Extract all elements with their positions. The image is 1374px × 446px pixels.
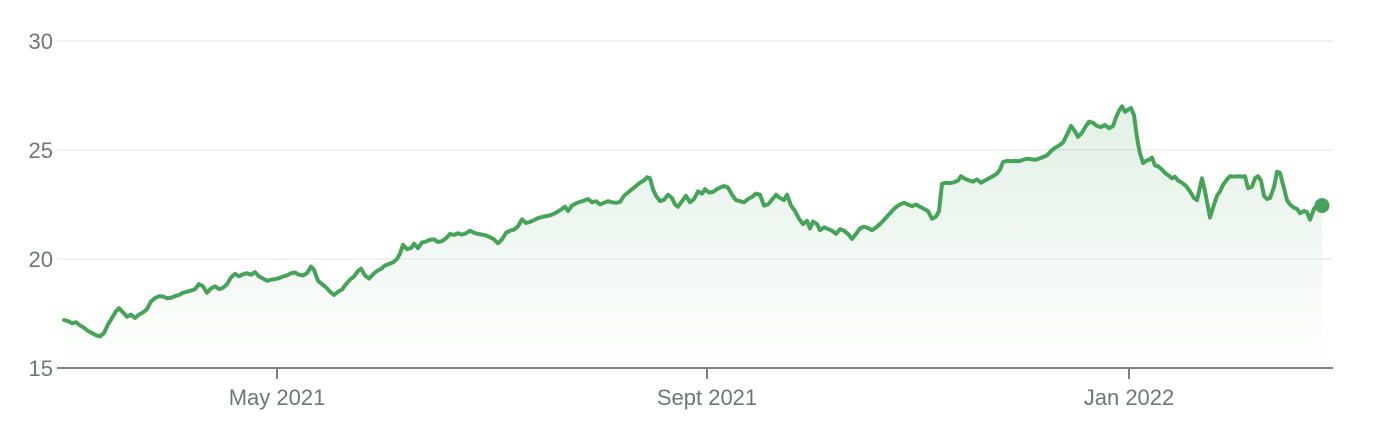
x-axis-label-may-2021: May 2021 [229, 385, 326, 410]
x-axis-label-sept-2021: Sept 2021 [657, 385, 757, 410]
price-area-fill [64, 106, 1322, 369]
y-axis-label-20: 20 [29, 247, 53, 272]
price-line [62, 104, 1324, 339]
y-axis-label-15: 15 [29, 356, 53, 381]
x-axis-label-jan-2022: Jan 2022 [1084, 385, 1175, 410]
y-axis-label-30: 30 [29, 29, 53, 54]
latest-price-dot [1314, 198, 1330, 214]
y-axis-label-25: 25 [29, 138, 53, 163]
